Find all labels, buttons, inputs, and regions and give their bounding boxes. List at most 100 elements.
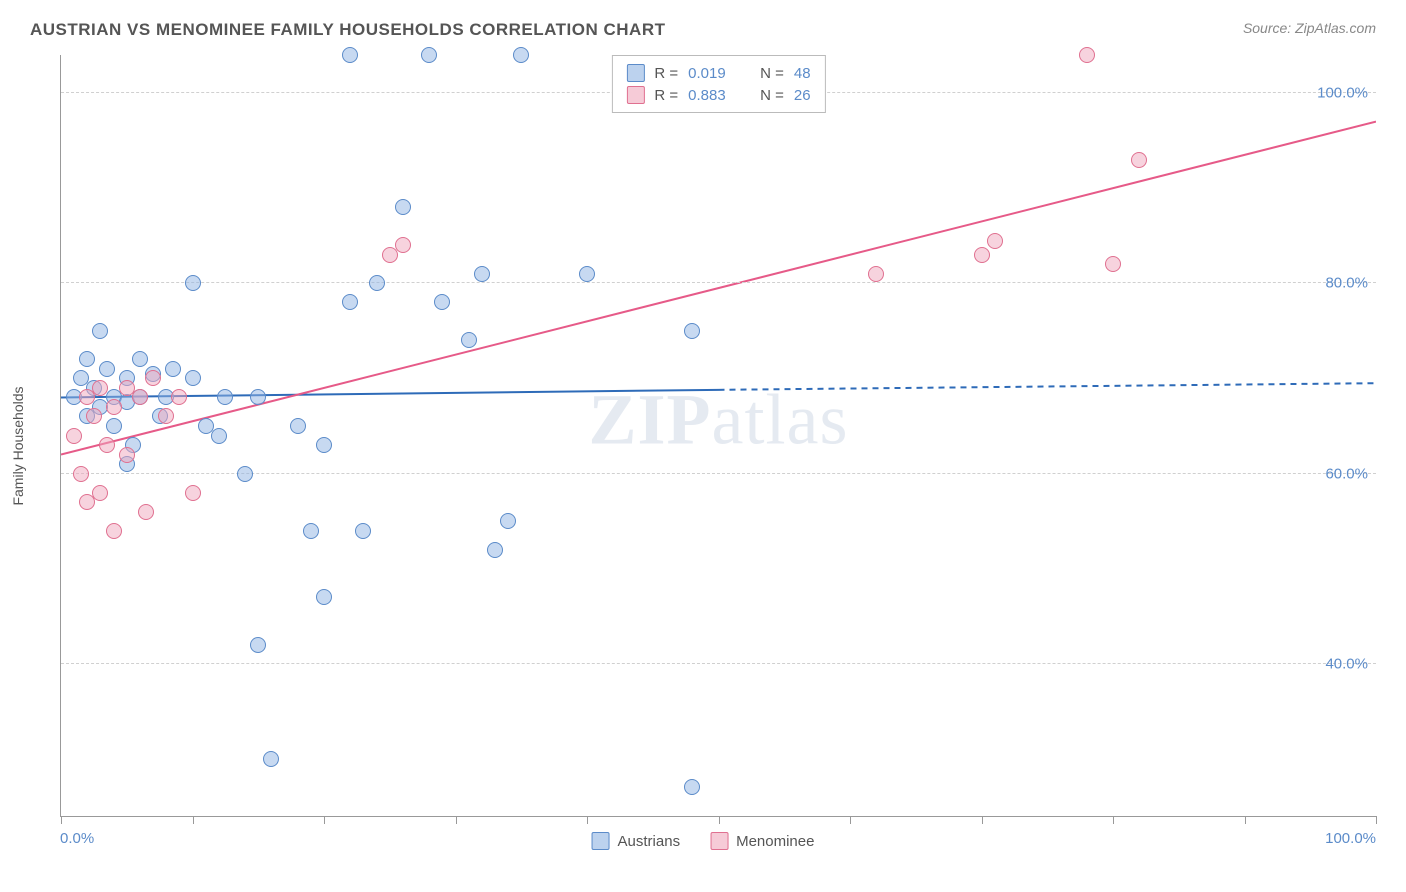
data-point-austrians bbox=[684, 779, 700, 795]
legend-row-austrians: R = 0.019 N = 48 bbox=[626, 62, 810, 84]
data-point-austrians bbox=[500, 513, 516, 529]
data-point-austrians bbox=[250, 389, 266, 405]
x-tick bbox=[1376, 816, 1377, 824]
chart-container: AUSTRIAN VS MENOMINEE FAMILY HOUSEHOLDS … bbox=[0, 0, 1406, 892]
data-point-austrians bbox=[474, 266, 490, 282]
data-point-menominee bbox=[92, 380, 108, 396]
data-point-austrians bbox=[421, 47, 437, 63]
chart-title: AUSTRIAN VS MENOMINEE FAMILY HOUSEHOLDS … bbox=[30, 20, 666, 40]
data-point-austrians bbox=[211, 428, 227, 444]
legend-swatch-austrians bbox=[626, 64, 644, 82]
y-tick-label: 100.0% bbox=[1317, 85, 1368, 102]
x-tick bbox=[850, 816, 851, 824]
legend-swatch-icon bbox=[592, 832, 610, 850]
gridline bbox=[61, 663, 1376, 664]
series-legend: Austrians Menominee bbox=[592, 832, 815, 850]
n-label: N = bbox=[760, 87, 784, 104]
data-point-austrians bbox=[132, 351, 148, 367]
data-point-menominee bbox=[138, 504, 154, 520]
legend-item-menominee: Menominee bbox=[710, 832, 814, 850]
y-tick-label: 40.0% bbox=[1325, 655, 1368, 672]
x-tick bbox=[1245, 816, 1246, 824]
r-value-austrians: 0.019 bbox=[688, 65, 738, 82]
data-point-austrians bbox=[434, 294, 450, 310]
data-point-austrians bbox=[316, 437, 332, 453]
data-point-menominee bbox=[73, 466, 89, 482]
data-point-austrians bbox=[185, 370, 201, 386]
n-value-menominee: 26 bbox=[794, 87, 811, 104]
data-point-austrians bbox=[513, 47, 529, 63]
data-point-menominee bbox=[66, 428, 82, 444]
data-point-austrians bbox=[263, 751, 279, 767]
data-point-austrians bbox=[99, 361, 115, 377]
data-point-menominee bbox=[92, 485, 108, 501]
data-point-austrians bbox=[303, 523, 319, 539]
data-point-austrians bbox=[369, 275, 385, 291]
r-label: R = bbox=[654, 65, 678, 82]
x-tick bbox=[982, 816, 983, 824]
data-point-menominee bbox=[132, 389, 148, 405]
data-point-menominee bbox=[106, 523, 122, 539]
data-point-austrians bbox=[461, 332, 477, 348]
n-value-austrians: 48 bbox=[794, 65, 811, 82]
watermark: ZIPatlas bbox=[589, 379, 849, 462]
data-point-menominee bbox=[106, 399, 122, 415]
x-axis-min-label: 0.0% bbox=[60, 830, 94, 847]
correlation-legend: R = 0.019 N = 48 R = 0.883 N = 26 bbox=[611, 55, 825, 113]
x-tick bbox=[587, 816, 588, 824]
legend-row-menominee: R = 0.883 N = 26 bbox=[626, 84, 810, 106]
legend-label: Austrians bbox=[618, 833, 681, 850]
x-tick bbox=[193, 816, 194, 824]
data-point-austrians bbox=[185, 275, 201, 291]
data-point-menominee bbox=[86, 408, 102, 424]
data-point-menominee bbox=[99, 437, 115, 453]
data-point-austrians bbox=[106, 418, 122, 434]
data-point-menominee bbox=[158, 408, 174, 424]
data-point-austrians bbox=[250, 637, 266, 653]
data-point-menominee bbox=[1131, 152, 1147, 168]
data-point-menominee bbox=[987, 233, 1003, 249]
x-tick bbox=[456, 816, 457, 824]
data-point-austrians bbox=[316, 589, 332, 605]
data-point-menominee bbox=[395, 237, 411, 253]
data-point-menominee bbox=[868, 266, 884, 282]
data-point-austrians bbox=[342, 47, 358, 63]
y-tick-label: 60.0% bbox=[1325, 465, 1368, 482]
data-point-austrians bbox=[290, 418, 306, 434]
data-point-austrians bbox=[342, 294, 358, 310]
n-label: N = bbox=[760, 65, 784, 82]
gridline bbox=[61, 282, 1376, 283]
data-point-austrians bbox=[237, 466, 253, 482]
trendlines bbox=[61, 55, 1376, 816]
data-point-menominee bbox=[145, 370, 161, 386]
x-tick bbox=[1113, 816, 1114, 824]
x-axis-max-label: 100.0% bbox=[1325, 830, 1376, 847]
data-point-menominee bbox=[1105, 256, 1121, 272]
legend-swatch-icon bbox=[710, 832, 728, 850]
legend-label: Menominee bbox=[736, 833, 814, 850]
data-point-austrians bbox=[395, 199, 411, 215]
data-point-menominee bbox=[974, 247, 990, 263]
x-tick bbox=[719, 816, 720, 824]
plot-area: ZIPatlas R = 0.019 N = 48 R = 0.883 N = … bbox=[60, 55, 1376, 817]
data-point-austrians bbox=[79, 351, 95, 367]
x-tick bbox=[324, 816, 325, 824]
data-point-menominee bbox=[119, 447, 135, 463]
trendline-extrapolated-austrians bbox=[719, 383, 1377, 390]
data-point-austrians bbox=[684, 323, 700, 339]
data-point-menominee bbox=[185, 485, 201, 501]
y-tick-label: 80.0% bbox=[1325, 275, 1368, 292]
data-point-austrians bbox=[355, 523, 371, 539]
r-value-menominee: 0.883 bbox=[688, 87, 738, 104]
legend-item-austrians: Austrians bbox=[592, 832, 681, 850]
source-attribution: Source: ZipAtlas.com bbox=[1243, 20, 1376, 36]
gridline bbox=[61, 473, 1376, 474]
x-tick bbox=[61, 816, 62, 824]
data-point-austrians bbox=[217, 389, 233, 405]
r-label: R = bbox=[654, 87, 678, 104]
data-point-austrians bbox=[165, 361, 181, 377]
legend-swatch-menominee bbox=[626, 86, 644, 104]
data-point-menominee bbox=[171, 389, 187, 405]
data-point-menominee bbox=[1079, 47, 1095, 63]
data-point-austrians bbox=[92, 323, 108, 339]
